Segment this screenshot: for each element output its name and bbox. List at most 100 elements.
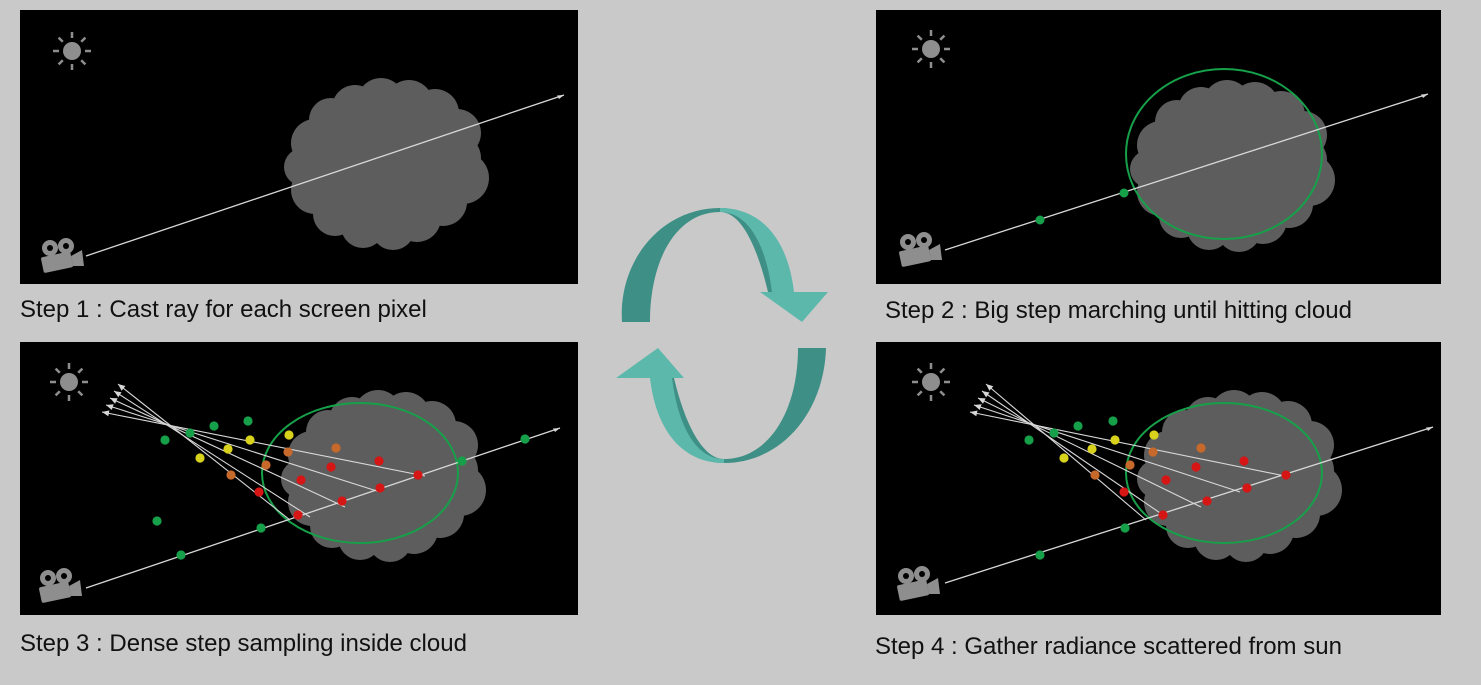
sample-point — [1090, 470, 1100, 480]
sun-light-ray — [105, 404, 381, 493]
sample-point — [1161, 475, 1171, 485]
sun-light-ray — [969, 411, 1286, 477]
step-4-panel — [876, 342, 1441, 615]
sample-point — [1149, 430, 1159, 440]
light-ray-arrowhead — [102, 410, 110, 417]
sample-point — [1158, 510, 1168, 520]
light-rays — [101, 383, 426, 521]
light-ray-arrowhead — [974, 404, 982, 410]
light-ray-arrowhead — [978, 398, 986, 404]
light-ray-arrowhead — [982, 391, 990, 398]
sample-point — [1024, 435, 1034, 445]
sample-point — [1281, 470, 1291, 480]
step-2-illustration — [899, 30, 1429, 267]
step-2-caption: Step 2 : Big step marching until hitting… — [885, 297, 1352, 324]
sample-point — [520, 434, 530, 444]
sun-icon — [50, 363, 88, 401]
sun-icon — [912, 363, 950, 401]
ray-arrowhead — [1421, 94, 1428, 98]
view-ray — [85, 427, 561, 589]
view-ray — [944, 426, 1434, 584]
sample-point — [326, 462, 336, 472]
sample-point — [284, 430, 294, 440]
cloud — [1137, 390, 1342, 562]
camera-icon — [39, 568, 82, 603]
sun-light-ray — [981, 390, 1167, 518]
sun-icon — [53, 32, 91, 70]
camera-icon — [899, 232, 942, 267]
step-3-illustration — [39, 363, 561, 603]
sample-point — [1239, 456, 1249, 466]
sample-point — [1148, 447, 1158, 457]
sample-point — [1073, 421, 1083, 431]
step-4-illustration — [897, 363, 1434, 601]
step-3-caption: Step 3 : Dense step sampling inside clou… — [20, 630, 467, 657]
march-step-point — [1035, 215, 1045, 225]
sample-point — [195, 453, 205, 463]
sample-point — [176, 550, 186, 560]
sample-point — [243, 416, 253, 426]
sun-light-ray — [101, 411, 426, 477]
sample-point — [1191, 462, 1201, 472]
cloud — [1130, 80, 1335, 252]
cloud — [284, 78, 489, 250]
sample-point — [254, 487, 264, 497]
sample-point — [256, 523, 266, 533]
cloud-hit-point — [1119, 188, 1129, 198]
step-1-panel — [20, 10, 578, 284]
sun-light-ray — [113, 390, 311, 518]
sample-point — [1119, 487, 1129, 497]
sample-point — [375, 483, 385, 493]
light-rays — [969, 383, 1286, 521]
cloud-bounding-volume — [1125, 68, 1323, 240]
cycle-arrow-bottom — [616, 348, 826, 463]
sample-point — [1108, 416, 1118, 426]
sample-point — [293, 510, 303, 520]
sample-point — [223, 444, 233, 454]
sample-points — [152, 416, 530, 560]
ray-arrowhead — [553, 428, 560, 432]
sample-point — [374, 456, 384, 466]
cycle-arrow-top — [621, 208, 828, 322]
camera-icon — [41, 238, 84, 273]
sample-point — [261, 460, 271, 470]
step-4-caption: Step 4 : Gather radiance scattered from … — [875, 633, 1342, 660]
view-ray — [85, 94, 565, 257]
sample-points — [1024, 416, 1291, 560]
step-3-panel — [20, 342, 578, 615]
sample-point — [413, 470, 423, 480]
light-ray-arrowhead — [118, 384, 126, 391]
sample-point — [1035, 550, 1045, 560]
sample-point — [1242, 483, 1252, 493]
sample-point — [1059, 453, 1069, 463]
sun-icon — [912, 30, 950, 68]
sample-point — [160, 435, 170, 445]
step-2-panel — [876, 10, 1441, 284]
sample-point — [296, 475, 306, 485]
sample-point — [337, 496, 347, 506]
sample-point — [457, 456, 467, 466]
light-ray-arrowhead — [970, 410, 978, 417]
ray-arrowhead — [557, 95, 564, 99]
sample-point — [152, 516, 162, 526]
sample-point — [1087, 444, 1097, 454]
sample-point — [1110, 435, 1120, 445]
step-1-illustration — [41, 32, 565, 273]
sample-point — [185, 428, 195, 438]
light-ray-arrowhead — [106, 404, 114, 410]
sample-point — [1196, 443, 1206, 453]
camera-icon — [897, 566, 940, 601]
light-ray-arrowhead — [986, 384, 994, 391]
sample-point — [283, 447, 293, 457]
cycle-arrows-icon — [616, 208, 828, 463]
cloud-bounding-volume — [1125, 402, 1323, 544]
sample-point — [245, 435, 255, 445]
sample-point — [209, 421, 219, 431]
sample-point — [1202, 496, 1212, 506]
light-ray-arrowhead — [110, 398, 118, 404]
cloud-bounding-volume — [261, 402, 459, 544]
sun-light-ray — [985, 383, 1147, 521]
sample-point — [1125, 460, 1135, 470]
sample-point — [226, 470, 236, 480]
view-ray — [944, 93, 1429, 251]
